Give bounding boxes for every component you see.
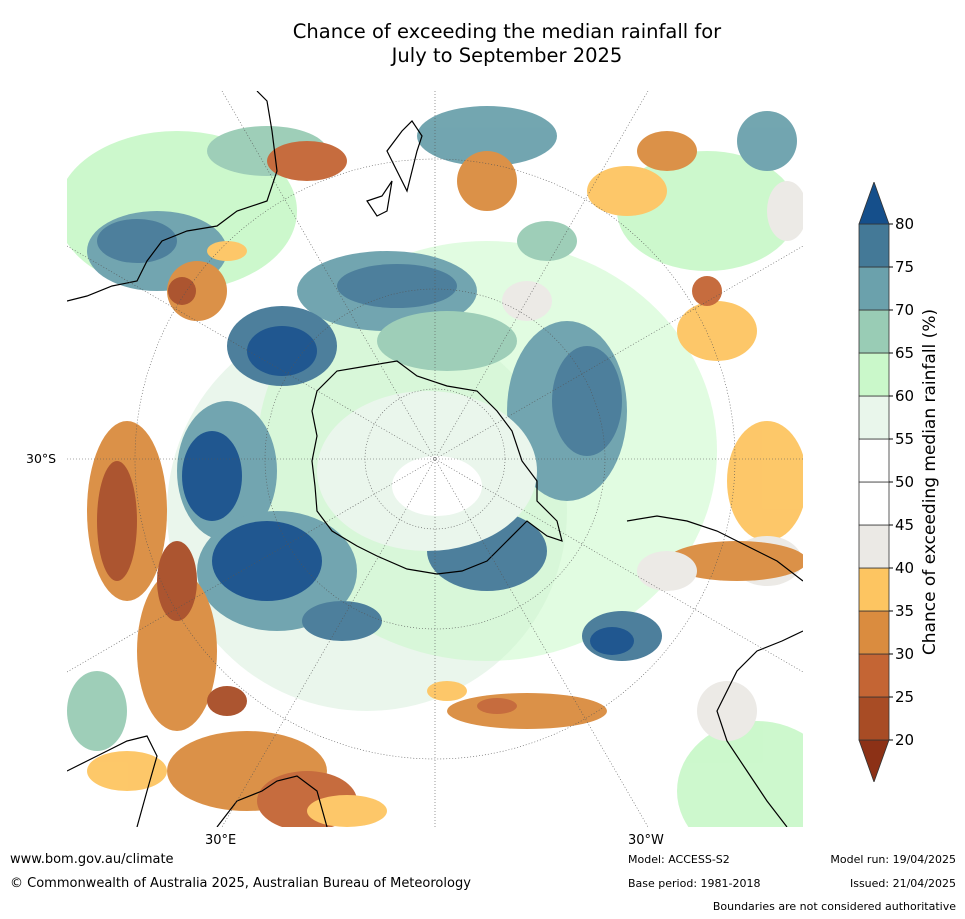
colorbar-extend-high: [858, 182, 890, 225]
colorbar-segment: [858, 524, 890, 569]
footer-model-run: Model run: 19/04/2025: [830, 853, 956, 866]
colorbar-segment: [858, 610, 890, 655]
colorbar-tick-label: 60: [895, 387, 914, 405]
title-line-1: Chance of exceeding the median rainfall …: [292, 20, 722, 43]
colorbar-segment: [858, 438, 890, 483]
colorbar-tick-label: 25: [895, 688, 914, 706]
longitude-label-30w: 30°W: [628, 833, 664, 848]
southern-africa-west-coastline: [67, 735, 158, 827]
colorbar-extend-low: [858, 739, 890, 782]
longitude-label-30e: 30°E: [205, 833, 237, 848]
new-zealand-coastline: [366, 120, 423, 217]
title-line-2: July to September 2025: [391, 44, 623, 67]
rainfall-probability-map: [67, 91, 803, 827]
colorbar-tick-label: 40: [895, 559, 914, 577]
colorbar-tick-label: 50: [895, 473, 914, 491]
colorbar-tick-label: 75: [895, 258, 914, 276]
south-africa-coastline: [716, 630, 803, 827]
colorbar-segment: [858, 266, 890, 311]
colorbar-segment: [858, 481, 890, 526]
footer-copyright: © Commonwealth of Australia 2025, Austra…: [10, 876, 471, 891]
south-america-coastline: [626, 515, 803, 582]
colorbar-segment: [858, 352, 890, 397]
colorbar-segment: [858, 696, 890, 741]
graticule: [67, 91, 803, 827]
coastlines: [67, 91, 803, 827]
indonesia-coastline: [216, 775, 328, 827]
antarctica-coastline: [311, 360, 563, 575]
colorbar-segment: [858, 653, 890, 698]
colorbar-tick-label: 20: [895, 731, 914, 749]
australia-coastline: [67, 91, 278, 302]
colorbar-segments: [858, 182, 890, 782]
colorbar-tick-label: 65: [895, 344, 914, 362]
latitude-label-30s: 30°S: [26, 451, 57, 466]
footer-url[interactable]: www.bom.gov.au/climate: [10, 852, 174, 867]
footer-model: Model: ACCESS-S2: [628, 853, 730, 866]
footer-disclaimer: Boundaries are not considered authoritat…: [712, 900, 956, 913]
colorbar-tick-label: 70: [895, 301, 914, 319]
footer-issued: Issued: 21/04/2025: [849, 877, 956, 890]
colorbar-ticks: 80 75 70 65 60 55 50 45 40 35 30 25 20: [889, 215, 914, 749]
footer-base-period: Base period: 1981-2018: [628, 877, 761, 890]
colorbar-segment: [858, 395, 890, 440]
colorbar-segment: [858, 309, 890, 354]
colorbar-tick-label: 30: [895, 645, 914, 663]
colorbar-segment: [858, 567, 890, 612]
colorbar-tick-label: 35: [895, 602, 914, 620]
colorbar: 80 75 70 65 60 55 50 45 40 35 30 25 20: [858, 182, 914, 782]
map-title: Chance of exceeding the median rainfall …: [0, 20, 965, 68]
colorbar-tick-label: 80: [895, 215, 914, 233]
colorbar-tick-label: 45: [895, 516, 914, 534]
colorbar-tick-label: 55: [895, 430, 914, 448]
colorbar-segment: [858, 223, 890, 268]
colorbar-title: Chance of exceeding median rainfall (%): [920, 308, 940, 656]
